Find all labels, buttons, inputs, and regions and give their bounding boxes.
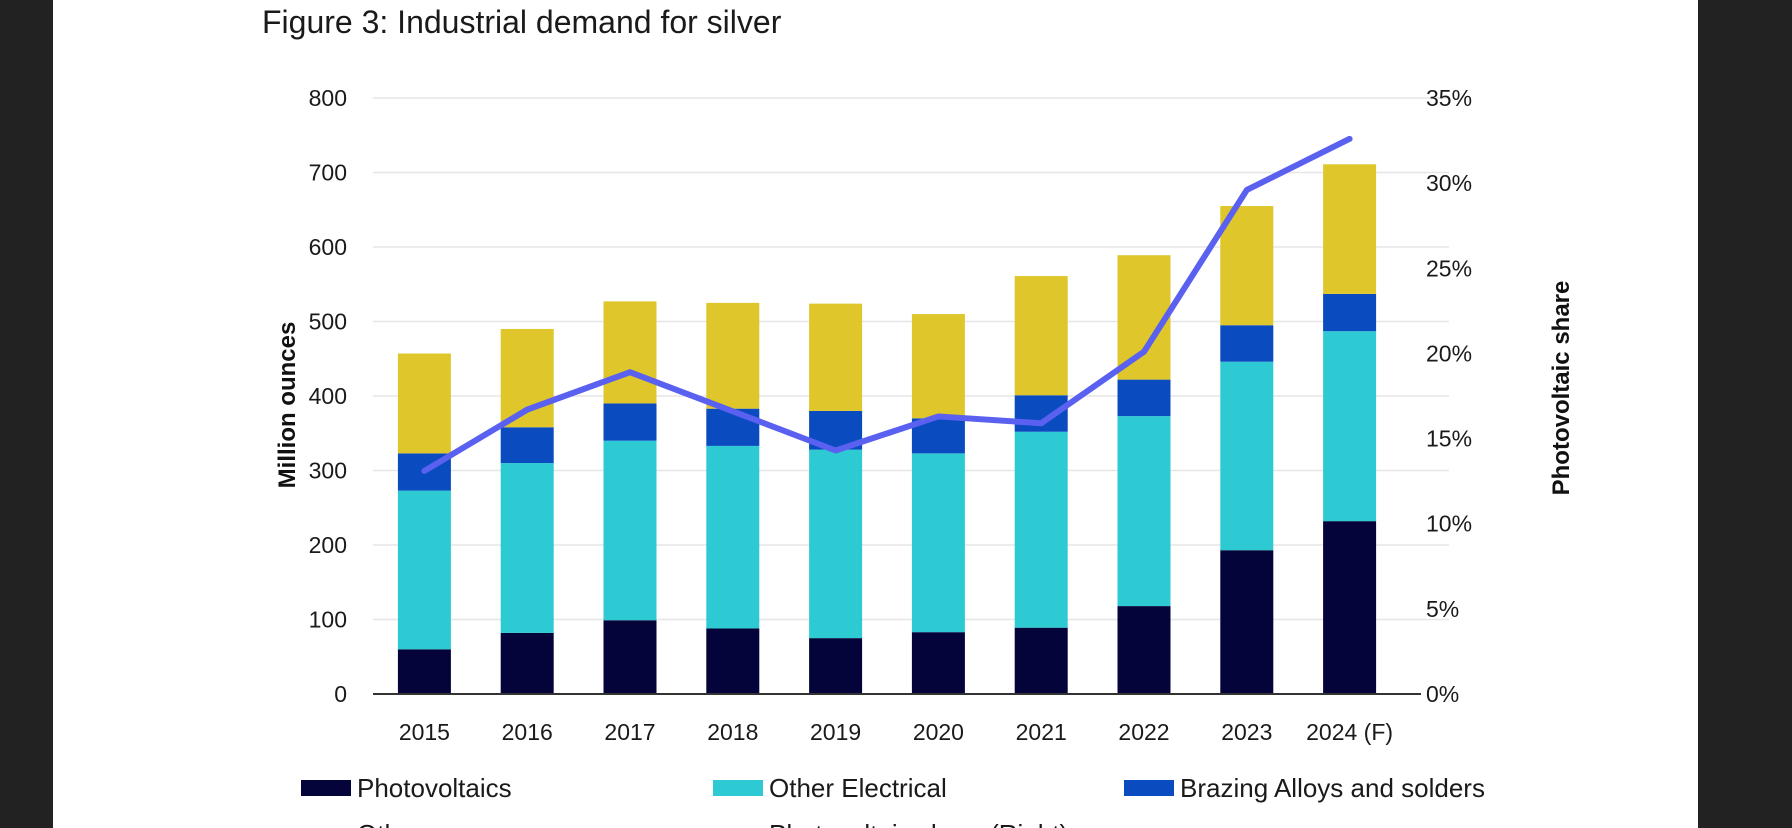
legend-swatch [301,780,351,796]
bar-segment-brazing-alloys-and-solders [603,403,657,441]
y2-tick-label: 5% [1426,596,1459,622]
photovoltaic-share-line [421,135,1353,474]
legend-label: Other Electrical [769,773,947,803]
bar-segment-other [603,301,657,404]
bar-stacks [397,164,1377,694]
bar-segment-other-electrical [397,490,451,650]
bar-segment-other [911,314,965,419]
legend: Photovoltaics Other Electrical Brazing All… [301,773,1485,828]
x-tick-label: 2017 [604,719,655,745]
bar-segment-photovoltaics [500,632,554,694]
chart-svg: 0 100 200 300 400 500 600 700 800 0% 5% 10% 15% 20% 2… [274,85,1575,828]
x-tick-label: 2022 [1118,719,1169,745]
y-tick-label: 400 [309,383,347,409]
legend-label: Photovoltaics [357,773,512,803]
bar-segment-other [1323,164,1377,294]
left-axis-ticks: 0 100 200 300 400 500 600 700 800 [309,85,347,707]
legend-swatch [1124,780,1174,796]
bar-segment-other-electrical [1117,416,1171,607]
bar-segment-photovoltaics [706,628,760,694]
bar-segment-brazing-alloys-and-solders [1117,379,1171,417]
bar-segment-brazing-alloys-and-solders [1323,293,1377,332]
bar-segment-photovoltaics [809,638,863,694]
right-axis-ticks: 0% 5% 10% 15% 20% 25% 30% 35% [1426,85,1472,707]
y2-tick-label: 0% [1426,681,1459,707]
x-tick-label: 2023 [1221,719,1272,745]
x-axis-ticks: 2015 2016 2017 2018 2019 2020 2021 2022 2023 2024… [399,719,1393,745]
bar-segment-other-electrical [911,453,965,633]
y2-tick-label: 10% [1426,511,1472,537]
bar-segment-photovoltaics [1323,521,1377,694]
bar-segment-photovoltaics [603,620,657,694]
bar-segment-other-electrical [706,445,760,629]
x-tick-label: 2016 [502,719,553,745]
bar-segment-other-electrical [603,440,657,621]
y2-tick-label: 35% [1426,85,1472,111]
share-line-layer [421,135,1353,474]
bar-segment-other [1220,206,1274,326]
y-axis-title: Million ounces [274,322,301,489]
bar-segment-other [397,353,451,454]
bar-segment-other-electrical [1014,431,1068,628]
legend-label: Brazing Alloys and solders [1180,773,1485,803]
bar-segment-other [1014,276,1068,396]
bar-segment-other-electrical [1323,331,1377,522]
y2-axis-title: Photovoltaic share [1548,281,1575,496]
bar-segment-brazing-alloys-and-solders [500,427,554,464]
x-tick-label: 2024 (F) [1306,719,1393,745]
bar-segment-brazing-alloys-and-solders [1220,325,1274,362]
chart-title: Figure 3: Industrial demand for silver [262,4,782,40]
bar-segment-other [706,302,760,409]
y2-tick-label: 25% [1426,255,1472,281]
y-tick-label: 500 [309,309,347,335]
x-tick-label: 2021 [1016,719,1067,745]
y-tick-label: 700 [309,160,347,186]
bar-segment-other-electrical [1220,361,1274,551]
chart-page: Figure 3: Industrial demand for silver 0… [53,0,1698,828]
bar-segment-other [1117,255,1171,380]
y-tick-label: 100 [309,607,347,633]
bar-segment-photovoltaics [911,632,965,694]
bar-segment-other-electrical [809,449,863,639]
bar-segment-other-electrical [500,463,554,633]
bar-segment-photovoltaics [397,649,451,694]
bar-segment-photovoltaics [1014,627,1068,694]
y2-tick-label: 20% [1426,340,1472,366]
bar-segment-photovoltaics [1117,606,1171,694]
y-tick-label: 200 [309,532,347,558]
legend-swatch [713,780,763,796]
y-tick-label: 600 [309,234,347,260]
y-tick-label: 300 [309,458,347,484]
legend-label: Photovoltaic share (Right) [769,819,1068,828]
y-tick-label: 0 [334,681,347,707]
bar-segment-other [809,303,863,411]
y-tick-label: 800 [309,85,347,111]
x-tick-label: 2019 [810,719,861,745]
x-tick-label: 2020 [913,719,964,745]
x-tick-label: 2015 [399,719,450,745]
y2-tick-label: 15% [1426,426,1472,452]
y2-tick-label: 30% [1426,170,1472,196]
legend-label: Other [357,819,422,828]
bar-segment-photovoltaics [1220,550,1274,694]
x-tick-label: 2018 [707,719,758,745]
